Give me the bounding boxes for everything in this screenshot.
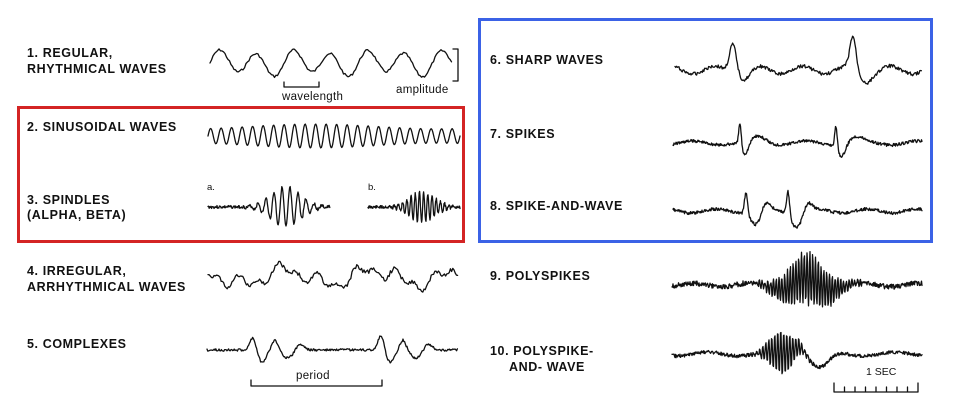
highlight-box-red	[17, 106, 465, 243]
waveform-sinusoidal	[207, 123, 461, 149]
waveform-spindle-beta	[367, 190, 461, 223]
annotation-one-second: 1 SEC	[866, 366, 897, 378]
wavelength-bracket	[283, 81, 320, 88]
label-irregular-line2: ARRHYTHMICAL WAVES	[27, 280, 186, 294]
period-bracket	[250, 379, 383, 387]
waveform-irregular	[207, 260, 459, 293]
waveform-spikes	[672, 123, 923, 158]
label-polyspike-and-wave-line1: 10. POLYSPIKE-	[490, 344, 594, 358]
waveform-polyspikes	[671, 251, 923, 308]
label-sharp-waves: 6. SHARP WAVES	[490, 53, 604, 67]
annotation-alpha-a: a.	[207, 182, 215, 193]
one-second-scale-bar	[833, 382, 919, 393]
annotation-wavelength: wavelength	[282, 91, 344, 103]
label-polyspikes: 9. POLYSPIKES	[490, 269, 591, 283]
waveform-regular-rhythmical	[209, 48, 453, 79]
label-spindles-line2: (ALPHA, BETA)	[27, 208, 127, 222]
label-spindles-line1: 3. SPINDLES	[27, 193, 111, 207]
waveform-polyspike-and-wave	[671, 331, 923, 375]
annotation-period: period	[296, 370, 330, 382]
label-sinusoidal-waves: 2. SINUSOIDAL WAVES	[27, 120, 177, 134]
label-spikes: 7. SPIKES	[490, 127, 556, 141]
label-polyspike-and-wave-line2: AND- WAVE	[509, 360, 585, 374]
waveform-sharp-waves	[674, 35, 923, 85]
waveform-spindle-alpha	[207, 185, 331, 227]
label-irregular-line1: 4. IRREGULAR,	[27, 264, 127, 278]
annotation-amplitude: amplitude	[396, 84, 449, 96]
highlight-box-blue	[478, 18, 933, 243]
label-spike-and-wave: 8. SPIKE-AND-WAVE	[490, 199, 623, 213]
label-regular-rhythmical-line2: RHYTHMICAL WAVES	[27, 62, 167, 76]
waveform-complexes	[206, 335, 459, 364]
label-complexes: 5. COMPLEXES	[27, 337, 127, 351]
amplitude-bracket	[452, 48, 459, 82]
annotation-beta-b: b.	[368, 182, 376, 193]
label-regular-rhythmical-line1: 1. REGULAR,	[27, 46, 113, 60]
waveform-spike-and-wave	[672, 189, 923, 229]
